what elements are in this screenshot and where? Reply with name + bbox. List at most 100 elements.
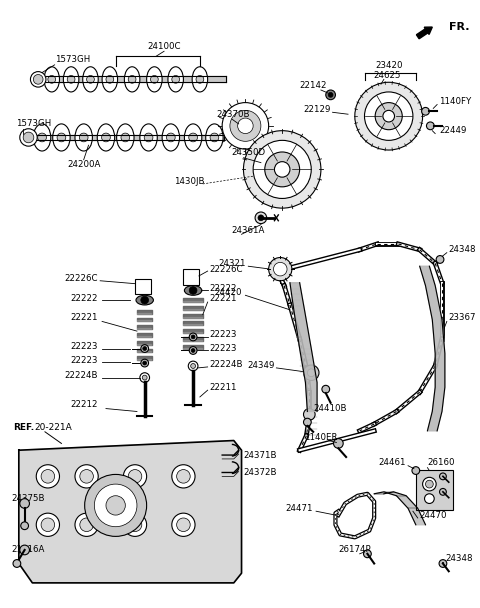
Polygon shape <box>374 492 425 525</box>
Text: 1140FY: 1140FY <box>439 97 471 106</box>
Ellipse shape <box>184 124 202 151</box>
Circle shape <box>363 550 371 558</box>
Circle shape <box>255 212 267 224</box>
Ellipse shape <box>189 133 197 142</box>
Text: 24372B: 24372B <box>243 468 277 477</box>
Circle shape <box>20 499 29 508</box>
Circle shape <box>253 140 311 198</box>
Circle shape <box>436 255 444 263</box>
Text: 24370B: 24370B <box>216 109 250 119</box>
Text: 24470: 24470 <box>420 511 447 520</box>
Circle shape <box>422 477 436 491</box>
Circle shape <box>238 118 253 134</box>
Circle shape <box>303 365 319 381</box>
Text: 1573GH: 1573GH <box>55 55 90 64</box>
Text: 24375B: 24375B <box>11 494 45 503</box>
Ellipse shape <box>121 133 130 142</box>
Ellipse shape <box>210 133 219 142</box>
Circle shape <box>23 132 34 143</box>
Circle shape <box>95 484 137 527</box>
Circle shape <box>189 333 197 341</box>
Text: 24200A: 24200A <box>67 160 100 169</box>
Circle shape <box>84 474 146 536</box>
Circle shape <box>13 559 21 567</box>
Ellipse shape <box>184 286 202 295</box>
Circle shape <box>258 215 264 221</box>
Bar <box>183 269 199 285</box>
Circle shape <box>188 361 198 371</box>
Circle shape <box>177 469 190 483</box>
Circle shape <box>426 122 434 130</box>
Circle shape <box>123 513 146 536</box>
Circle shape <box>80 518 94 531</box>
Ellipse shape <box>168 67 183 92</box>
Circle shape <box>143 347 146 350</box>
Bar <box>135 279 151 294</box>
Circle shape <box>80 469 94 483</box>
Ellipse shape <box>140 124 157 151</box>
Text: 24350D: 24350D <box>232 148 266 157</box>
Circle shape <box>191 335 195 339</box>
Circle shape <box>243 131 321 208</box>
Text: 24348: 24348 <box>449 245 476 254</box>
Circle shape <box>322 385 330 393</box>
Circle shape <box>440 488 446 496</box>
Text: 22226C: 22226C <box>210 264 243 274</box>
Ellipse shape <box>196 75 204 83</box>
Text: 24461: 24461 <box>379 458 406 468</box>
Circle shape <box>303 418 311 426</box>
Ellipse shape <box>117 124 134 151</box>
Ellipse shape <box>33 124 51 151</box>
Text: 22212: 22212 <box>71 400 98 409</box>
Ellipse shape <box>53 124 70 151</box>
Text: REF.: REF. <box>13 423 34 432</box>
Circle shape <box>326 90 336 100</box>
Text: 24420: 24420 <box>214 288 241 297</box>
Text: 22223: 22223 <box>71 342 98 351</box>
Text: 22129: 22129 <box>303 105 331 114</box>
Text: 24625: 24625 <box>373 71 400 80</box>
Ellipse shape <box>151 75 158 83</box>
Ellipse shape <box>83 67 98 92</box>
Text: 1140ER: 1140ER <box>304 433 337 442</box>
Circle shape <box>424 494 434 503</box>
Text: 22449: 22449 <box>439 126 467 135</box>
Ellipse shape <box>172 75 180 83</box>
Circle shape <box>230 110 261 141</box>
Ellipse shape <box>206 124 223 151</box>
Text: 20-221A: 20-221A <box>34 423 72 432</box>
Ellipse shape <box>44 67 60 92</box>
Text: 24471: 24471 <box>286 504 313 513</box>
Ellipse shape <box>75 124 93 151</box>
Circle shape <box>36 513 60 536</box>
Circle shape <box>41 518 55 531</box>
Circle shape <box>439 559 447 567</box>
Circle shape <box>143 361 146 365</box>
Circle shape <box>140 373 150 382</box>
Circle shape <box>328 92 333 97</box>
Circle shape <box>75 513 98 536</box>
Circle shape <box>33 75 43 84</box>
Circle shape <box>123 465 146 488</box>
Text: 22223: 22223 <box>210 344 237 353</box>
Ellipse shape <box>86 75 95 83</box>
Circle shape <box>75 465 98 488</box>
Circle shape <box>222 103 269 149</box>
Text: 24321: 24321 <box>218 259 245 268</box>
Text: 23367: 23367 <box>449 313 476 322</box>
Text: 22224B: 22224B <box>65 371 98 380</box>
Circle shape <box>191 348 195 353</box>
Ellipse shape <box>192 67 208 92</box>
Ellipse shape <box>79 133 88 142</box>
Text: 24100C: 24100C <box>147 42 181 51</box>
Circle shape <box>172 513 195 536</box>
Text: 26174P: 26174P <box>338 545 371 554</box>
Ellipse shape <box>106 75 114 83</box>
Circle shape <box>425 480 433 488</box>
Text: 1430JB: 1430JB <box>174 178 204 187</box>
Ellipse shape <box>38 133 47 142</box>
Ellipse shape <box>102 133 110 142</box>
Circle shape <box>177 518 190 531</box>
Text: 21516A: 21516A <box>11 545 45 554</box>
Ellipse shape <box>102 67 118 92</box>
